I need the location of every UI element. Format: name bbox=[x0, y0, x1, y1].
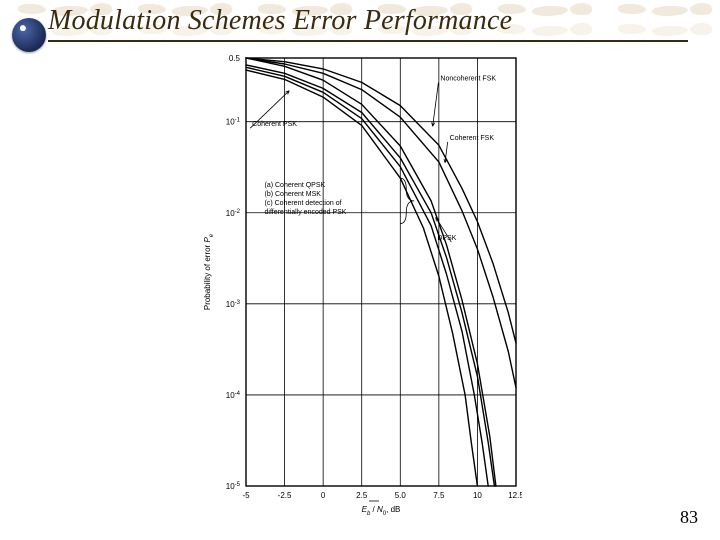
svg-text:10-3: 10-3 bbox=[226, 300, 241, 309]
svg-text:0: 0 bbox=[321, 491, 326, 500]
svg-text:(c) Coherent detection of: (c) Coherent detection of bbox=[265, 200, 342, 207]
svg-text:10: 10 bbox=[473, 491, 482, 500]
slide-title: Modulation Schemes Error Performance bbox=[48, 5, 688, 37]
svg-text:12.5: 12.5 bbox=[508, 491, 522, 500]
svg-text:Coherent FSK: Coherent FSK bbox=[450, 135, 495, 142]
svg-text:10-4: 10-4 bbox=[226, 391, 241, 400]
bullet-sphere-icon bbox=[12, 18, 46, 52]
svg-text:0.5: 0.5 bbox=[229, 54, 241, 63]
svg-text:-5: -5 bbox=[242, 491, 250, 500]
svg-text:Probability of error Pe: Probability of error Pe bbox=[203, 233, 215, 310]
svg-text:-2.5: -2.5 bbox=[278, 491, 292, 500]
svg-text:DPSK: DPSK bbox=[437, 235, 456, 242]
svg-text:(a) Coherent QPSK: (a) Coherent QPSK bbox=[265, 182, 326, 189]
error-performance-chart: -5 -2.5 0 2.5 5.0 7.5 10 12.5 0.5 10-1 10-2 10-3 10-… bbox=[198, 50, 522, 518]
svg-text:differentially encoded PSK: differentially encoded PSK bbox=[265, 209, 347, 216]
svg-text:(b) Coherent MSK: (b) Coherent MSK bbox=[265, 191, 322, 198]
svg-text:5.0: 5.0 bbox=[395, 491, 407, 500]
svg-text:7.5: 7.5 bbox=[433, 491, 445, 500]
chart-svg: -5 -2.5 0 2.5 5.0 7.5 10 12.5 0.5 10-1 10-2 10-3 10-… bbox=[198, 50, 522, 518]
page-number: 83 bbox=[680, 507, 698, 528]
svg-text:Noncoherent FSK: Noncoherent FSK bbox=[440, 76, 496, 83]
svg-text:Eb / N0, dB: Eb / N0, dB bbox=[362, 505, 401, 517]
svg-text:10-1: 10-1 bbox=[226, 118, 241, 127]
svg-text:Coherent PSK: Coherent PSK bbox=[252, 121, 297, 128]
svg-text:10-5: 10-5 bbox=[226, 482, 241, 491]
title-rule bbox=[48, 40, 688, 42]
svg-text:2.5: 2.5 bbox=[356, 491, 368, 500]
svg-text:10-2: 10-2 bbox=[226, 209, 241, 218]
